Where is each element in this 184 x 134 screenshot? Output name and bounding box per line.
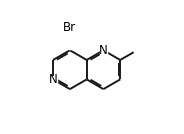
Text: N: N: [49, 73, 57, 86]
Polygon shape: [100, 46, 107, 54]
Polygon shape: [49, 76, 57, 83]
Text: Br: Br: [63, 21, 77, 34]
Text: N: N: [99, 44, 108, 57]
Polygon shape: [65, 29, 75, 49]
